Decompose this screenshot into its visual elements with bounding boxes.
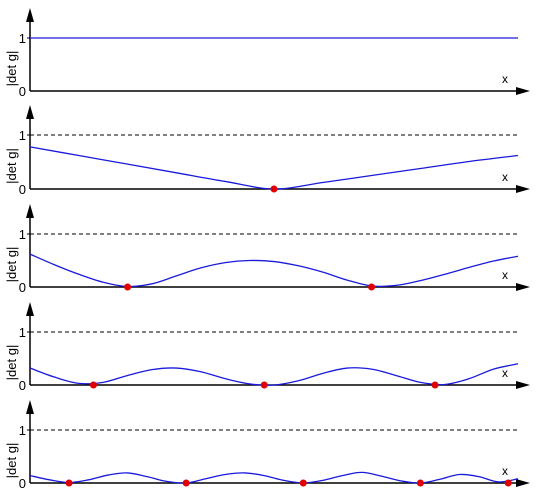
- x-axis-arrow: [516, 479, 530, 487]
- zero-point-2: [368, 283, 376, 291]
- y-axis-label: |det g|: [4, 443, 19, 479]
- zero-point-1: [89, 381, 97, 389]
- ytick-label-1: 1: [19, 128, 26, 143]
- x-axis-arrow: [516, 185, 530, 193]
- zero-point-1: [124, 283, 132, 291]
- panel-5: 0 1|det g| x: [4, 400, 530, 491]
- zero-point-4: [416, 479, 424, 487]
- zero-point-3: [299, 479, 307, 487]
- panel-3: 0 1|det g| x: [4, 204, 530, 295]
- ytick-label-0: 0: [19, 182, 26, 197]
- y-axis-label: |det g|: [4, 51, 19, 87]
- zero-point-3: [431, 381, 439, 389]
- x-axis-label: x: [502, 170, 508, 184]
- series-line-1: [29, 363, 519, 386]
- ytick-label-1: 1: [19, 227, 26, 242]
- y-axis-arrow: [26, 105, 34, 119]
- y-axis-arrow: [26, 8, 34, 22]
- series-line-1: [29, 471, 519, 484]
- series-line-1: [29, 146, 519, 190]
- y-axis-arrow: [26, 302, 34, 316]
- x-axis-arrow: [516, 283, 530, 291]
- series-line-1: [29, 253, 519, 288]
- x-axis-label: x: [502, 366, 508, 380]
- x-axis-label: x: [502, 464, 508, 478]
- ytick-label-0: 0: [19, 476, 26, 491]
- zero-point-1: [270, 185, 278, 193]
- ytick-label-1: 1: [19, 325, 26, 340]
- x-axis-arrow: [516, 87, 530, 95]
- y-axis-label: |det g|: [4, 148, 19, 184]
- x-axis-arrow: [516, 381, 530, 389]
- y-axis-arrow: [26, 400, 34, 414]
- zero-point-1: [65, 479, 73, 487]
- y-axis-label: |det g|: [4, 345, 19, 381]
- zero-point-2: [182, 479, 190, 487]
- zero-point-5: [504, 479, 512, 487]
- ytick-label-0: 0: [19, 280, 26, 295]
- zero-point-2: [260, 381, 268, 389]
- panel-1: 0 1|det g| x: [4, 8, 530, 99]
- ytick-label-0: 0: [19, 84, 26, 99]
- ytick-label-0: 0: [19, 378, 26, 393]
- panel-2: 0 1|det g| x: [4, 105, 530, 197]
- ytick-label-1: 1: [19, 423, 26, 438]
- x-axis-label: x: [502, 268, 508, 282]
- y-axis-arrow: [26, 204, 34, 218]
- x-axis-label: x: [502, 72, 508, 86]
- panel-4: 0 1|det g| x: [4, 302, 530, 393]
- ytick-label-1: 1: [19, 31, 26, 46]
- y-axis-label: |det g|: [4, 247, 19, 283]
